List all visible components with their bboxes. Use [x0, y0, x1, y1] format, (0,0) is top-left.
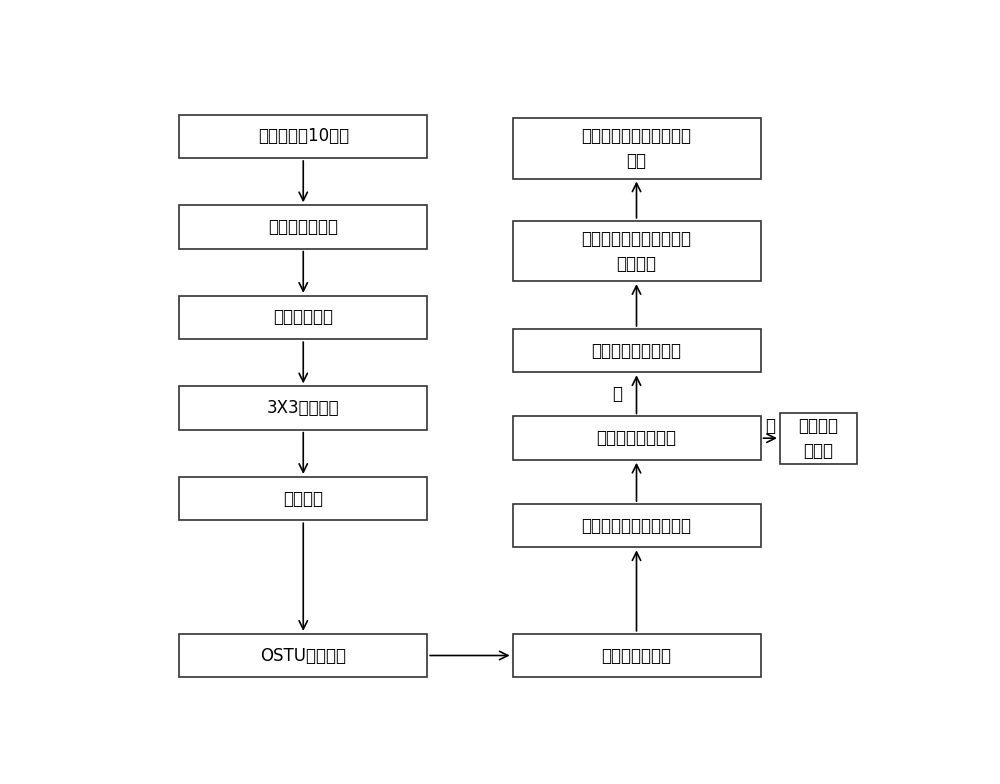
- Text: OSTU阈值分割: OSTU阈值分割: [260, 647, 346, 665]
- Text: 记录矩形的顶点坐标: 记录矩形的顶点坐标: [592, 342, 682, 360]
- Text: 3X3中值滤波: 3X3中值滤波: [267, 399, 340, 417]
- FancyBboxPatch shape: [512, 504, 761, 547]
- Text: 此缺陷忽
略不计: 此缺陷忽 略不计: [799, 416, 839, 459]
- Text: 是否大于阈值面积: 是否大于阈值面积: [596, 429, 676, 447]
- FancyBboxPatch shape: [512, 416, 761, 460]
- FancyBboxPatch shape: [780, 412, 857, 464]
- FancyBboxPatch shape: [512, 221, 761, 281]
- Text: 否: 否: [765, 417, 775, 435]
- Text: 图像质量评价: 图像质量评价: [273, 308, 333, 326]
- Text: 计算最小外界矩阵的面积: 计算最小外界矩阵的面积: [582, 517, 692, 535]
- Text: 原图像中画出缺陷的最小
外接矩形: 原图像中画出缺陷的最小 外接矩形: [582, 230, 692, 273]
- Text: 是: 是: [612, 386, 622, 404]
- FancyBboxPatch shape: [512, 329, 761, 372]
- FancyBboxPatch shape: [179, 296, 427, 339]
- Text: 图像增强: 图像增强: [283, 489, 323, 507]
- FancyBboxPatch shape: [179, 114, 427, 158]
- FancyBboxPatch shape: [512, 633, 761, 677]
- Text: 转换成灰度图像: 转换成灰度图像: [268, 218, 338, 236]
- FancyBboxPatch shape: [179, 387, 427, 430]
- Text: 上传缺陷信息和图片到数
据库: 上传缺陷信息和图片到数 据库: [582, 127, 692, 170]
- Text: 采集图像（10张）: 采集图像（10张）: [258, 127, 349, 145]
- FancyBboxPatch shape: [512, 118, 761, 179]
- FancyBboxPatch shape: [179, 633, 427, 677]
- Text: 提取缺陷外轮廓: 提取缺陷外轮廓: [602, 647, 672, 665]
- FancyBboxPatch shape: [179, 477, 427, 521]
- FancyBboxPatch shape: [179, 205, 427, 249]
